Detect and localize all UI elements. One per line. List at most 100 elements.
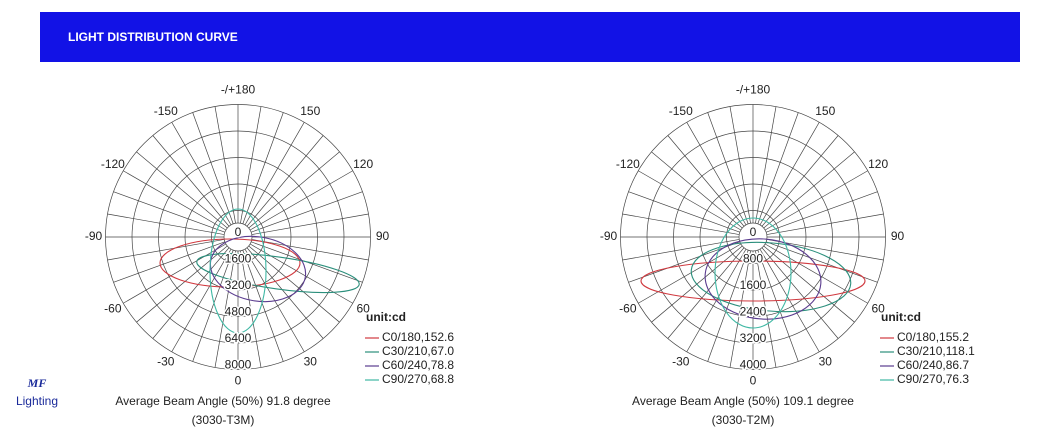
- angle-label: -60: [104, 301, 122, 315]
- ring-label: 1600: [740, 278, 767, 292]
- curve: [704, 238, 822, 320]
- spoke: [638, 243, 742, 304]
- spoke: [240, 250, 262, 368]
- curve: [690, 241, 852, 313]
- spoke: [763, 245, 855, 323]
- spoke: [759, 122, 820, 226]
- angle-label: 30: [819, 354, 833, 368]
- angle-label: -30: [157, 354, 175, 368]
- ring-label: 1600: [225, 252, 252, 266]
- curve: [640, 260, 866, 302]
- spoke: [214, 250, 236, 368]
- angle-label: -90: [85, 229, 103, 243]
- spoke: [107, 213, 225, 235]
- spoke: [251, 191, 363, 233]
- spoke: [192, 112, 234, 224]
- spoke: [628, 191, 740, 233]
- spoke: [628, 241, 740, 283]
- spoke: [246, 135, 324, 227]
- legend-entry: C30/210,118.1: [897, 344, 975, 358]
- ring-label: 0: [750, 225, 757, 239]
- angle-label: 0: [235, 374, 242, 388]
- spoke: [667, 247, 745, 339]
- spoke: [136, 245, 228, 323]
- spoke: [123, 170, 227, 231]
- spoke: [766, 241, 878, 283]
- curve: [209, 208, 267, 334]
- spoke: [246, 247, 324, 339]
- spoke: [249, 170, 353, 231]
- header-bar: [40, 12, 1020, 62]
- spoke: [622, 213, 740, 235]
- ring-label: 8000: [225, 358, 252, 372]
- curve: [714, 217, 792, 329]
- legend-entry: C90/270,76.3: [897, 372, 969, 386]
- ring-label: 4000: [740, 358, 767, 372]
- spoke: [249, 243, 353, 304]
- spoke: [214, 106, 236, 224]
- angle-label: 60: [871, 301, 885, 315]
- logo-sub: Lighting: [16, 394, 58, 408]
- spoke: [622, 239, 740, 261]
- logo-mark: MF: [27, 376, 47, 390]
- spoke: [248, 151, 340, 229]
- caption: Average Beam Angle (50%) 91.8 degree: [115, 394, 331, 408]
- spoke: [766, 213, 884, 235]
- angle-label: 120: [353, 157, 373, 171]
- spoke: [107, 239, 225, 261]
- legend-entry: C0/180,152.6: [382, 330, 454, 344]
- ring-label: 6400: [225, 331, 252, 345]
- spoke: [113, 191, 225, 233]
- spoke: [244, 122, 305, 226]
- angle-label: -/+180: [736, 83, 771, 97]
- angle-label: 0: [750, 374, 757, 388]
- angle-label: -150: [669, 104, 693, 118]
- angle-label: 30: [304, 354, 318, 368]
- angle-label: 90: [376, 229, 390, 243]
- spoke: [113, 241, 225, 283]
- angle-label: 90: [891, 229, 905, 243]
- angle-label: -120: [101, 157, 125, 171]
- spoke: [651, 151, 743, 229]
- spoke: [729, 250, 751, 368]
- spoke: [764, 170, 868, 231]
- spoke: [757, 250, 799, 362]
- spoke: [763, 151, 855, 229]
- angle-label: 150: [815, 104, 835, 118]
- spoke: [667, 135, 745, 227]
- angle-label: 150: [300, 104, 320, 118]
- angle-label: 60: [356, 301, 370, 315]
- ring-label: 4800: [225, 305, 252, 319]
- spoke: [755, 250, 777, 368]
- spoke: [240, 106, 262, 224]
- legend-entry: C0/180,155.2: [897, 330, 969, 344]
- ring-label: 3200: [740, 331, 767, 345]
- unit-label: unit:cd: [366, 310, 406, 324]
- spoke: [757, 112, 799, 224]
- spoke: [123, 243, 227, 304]
- angle-label: -120: [616, 157, 640, 171]
- ring-label: 2400: [740, 305, 767, 319]
- angle-label: 120: [868, 157, 888, 171]
- ring-label: 0: [235, 225, 242, 239]
- spoke: [152, 135, 230, 227]
- model: (3030-T2M): [712, 413, 775, 427]
- spoke: [251, 239, 369, 261]
- legend-entry: C30/210,67.0: [382, 344, 454, 358]
- spoke: [248, 245, 340, 323]
- legend-entry: C60/240,86.7: [897, 358, 969, 372]
- spoke: [764, 243, 868, 304]
- ring-label: 800: [743, 252, 763, 266]
- spoke: [761, 135, 839, 227]
- model: (3030-T3M): [192, 413, 255, 427]
- spoke: [766, 191, 878, 233]
- angle-label: -/+180: [221, 83, 256, 97]
- spoke: [152, 247, 230, 339]
- spoke: [707, 250, 749, 362]
- legend-entry: C90/270,68.8: [382, 372, 454, 386]
- spoke: [171, 122, 232, 226]
- angle-label: -30: [672, 354, 690, 368]
- ring-label: 3200: [225, 278, 252, 292]
